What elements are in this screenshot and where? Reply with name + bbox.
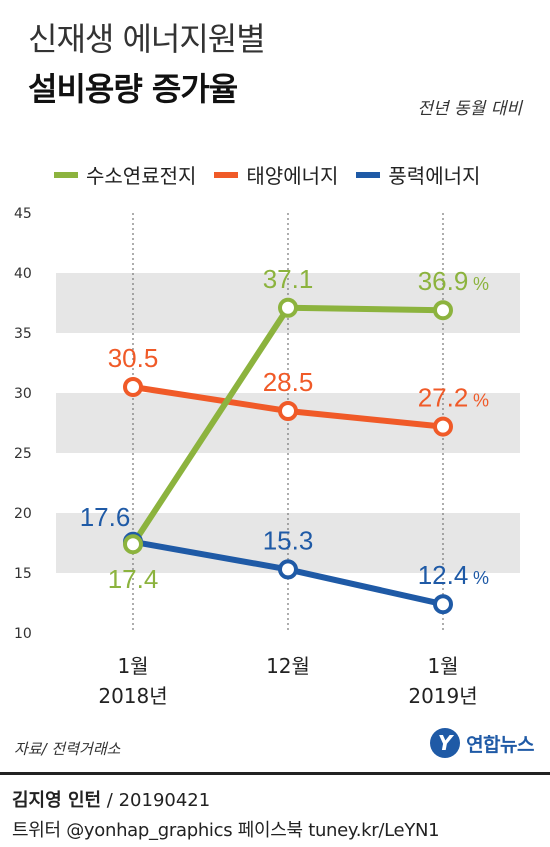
credit-line: 김지영 인턴 / 20190421: [12, 786, 210, 812]
credit-name: 김지영 인턴: [12, 790, 102, 811]
yonhap-logo: Y 연합뉴스: [430, 728, 534, 758]
x-tick-label: 2019년: [408, 684, 477, 708]
data-label: 36.9: [418, 266, 469, 296]
credit-date: / 20190421: [101, 790, 211, 811]
data-label: 17.4: [108, 564, 159, 594]
legend-swatch-wind: [356, 171, 381, 178]
chart-subtitle: 전년 동월 대비: [417, 99, 522, 119]
data-point: [433, 300, 453, 321]
data-label: 28.5: [263, 367, 314, 397]
data-label: 15.3: [263, 525, 314, 555]
source-note: 자료/ 전력거래소: [14, 740, 121, 758]
x-tick-label: 1월: [427, 654, 458, 678]
x-tick-label: 1월: [117, 654, 148, 678]
y-tick-label: 25: [14, 446, 32, 462]
data-point: [278, 401, 298, 421]
legend-item-hydrogen: 수소연료전지: [54, 160, 196, 189]
data-label: 12.4: [418, 560, 469, 590]
legend-label-wind: 풍력에너지: [388, 164, 481, 188]
chart-title-line2: 설비용량 증가율: [28, 70, 238, 108]
social-links: 트위터 @yonhap_graphics 페이스북 tuney.kr/LeYN1: [12, 820, 440, 841]
y-tick-label: 30: [14, 386, 32, 402]
yonhap-logo-mark: Y: [430, 728, 461, 758]
legend-swatch-hydrogen: [54, 171, 78, 178]
line-chart: 10 15 20 25 30 35 40 45 1월 2018년 12월 1월 2019년 17.4 37.…: [14, 206, 520, 708]
legend-label-solar: 태양에너지: [246, 164, 339, 188]
y-tick-label: 15: [14, 566, 32, 582]
legend: 수소연료전지 태양에너지 풍력에너지: [54, 160, 480, 189]
legend-item-wind: 풍력에너지: [356, 160, 480, 189]
y-tick-label: 35: [14, 326, 32, 342]
legend-label-hydrogen: 수소연료전지: [86, 164, 197, 188]
data-point: [433, 416, 453, 437]
data-label: 27.2: [418, 383, 469, 413]
y-tick-label: 40: [14, 266, 32, 282]
y-tick-label: 10: [14, 626, 32, 642]
data-point: [278, 297, 298, 318]
footer-divider: [0, 772, 550, 775]
data-label-unit: %: [473, 568, 489, 588]
x-tick-label: 2018년: [98, 684, 167, 708]
data-label-unit: %: [473, 274, 489, 294]
yonhap-logo-text: 연합뉴스: [466, 733, 534, 756]
y-tick-label: 20: [14, 506, 32, 522]
data-point: [433, 594, 453, 615]
chart-title-line1: 신재생 에너지원별: [28, 20, 266, 58]
data-label: 37.1: [263, 264, 314, 294]
legend-swatch-solar: [214, 171, 239, 178]
y-tick-label: 45: [14, 206, 32, 222]
legend-item-solar: 태양에너지: [214, 160, 338, 189]
data-point: [278, 559, 298, 580]
data-point: [123, 534, 143, 555]
data-label-unit: %: [473, 391, 489, 411]
data-point: [123, 377, 143, 397]
data-label: 30.5: [108, 343, 159, 373]
data-label: 17.6: [80, 502, 131, 532]
x-tick-label: 12월: [266, 654, 310, 678]
